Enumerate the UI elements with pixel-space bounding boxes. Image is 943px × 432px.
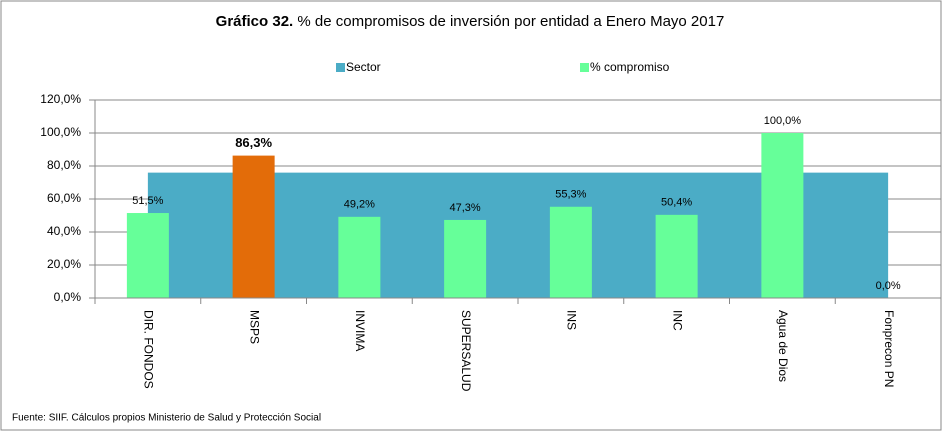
bar: [549, 206, 592, 298]
x-tick-label: INS: [565, 310, 579, 330]
y-tick-label: 0,0%: [54, 290, 82, 304]
x-tick-label: DIR. FONDOS: [142, 310, 156, 389]
title-prefix: Gráfico 32.: [216, 13, 294, 30]
y-tick-label: 60,0%: [47, 191, 81, 205]
legend-label: % compromiso: [590, 60, 670, 74]
bar: [126, 213, 169, 298]
data-label: 47,3%: [450, 202, 481, 214]
y-tick-label: 40,0%: [47, 224, 81, 238]
x-tick-label: Fonprecon PN: [882, 310, 896, 387]
chart-title: Gráfico 32. % de compromisos de inversió…: [216, 13, 725, 30]
y-tick-label: 100,0%: [40, 125, 81, 139]
sector-area: [147, 172, 889, 298]
data-label: 86,3%: [235, 135, 272, 150]
data-label: 55,3%: [555, 189, 586, 201]
data-label: 100,0%: [764, 115, 802, 127]
x-tick-label: INC: [670, 310, 684, 331]
y-tick-label: 20,0%: [47, 257, 81, 271]
bar: [655, 214, 698, 298]
legend-swatch: [580, 63, 589, 72]
legend-swatch: [336, 63, 345, 72]
y-tick-label: 80,0%: [47, 158, 81, 172]
legend-label: Sector: [346, 60, 381, 74]
data-label: 0,0%: [876, 280, 901, 292]
x-tick-label: INVIMA: [353, 310, 367, 351]
data-label: 50,4%: [661, 197, 692, 209]
x-tick-label: Agua de Dios: [776, 310, 790, 382]
bar: [444, 219, 487, 298]
data-label: 49,2%: [344, 199, 375, 211]
x-tick-label: MSPS: [247, 310, 261, 344]
bar: [338, 216, 381, 298]
source-note: Fuente: SIIF. Cálculos propios Ministeri…: [12, 413, 321, 424]
x-tick-label: SUPERSALUD: [459, 310, 473, 392]
title-text: % de compromisos de inversión por entida…: [297, 13, 724, 30]
bar: [232, 155, 275, 298]
y-tick-label: 120,0%: [40, 92, 81, 106]
data-label: 51,5%: [132, 195, 163, 207]
bar: [761, 133, 804, 298]
